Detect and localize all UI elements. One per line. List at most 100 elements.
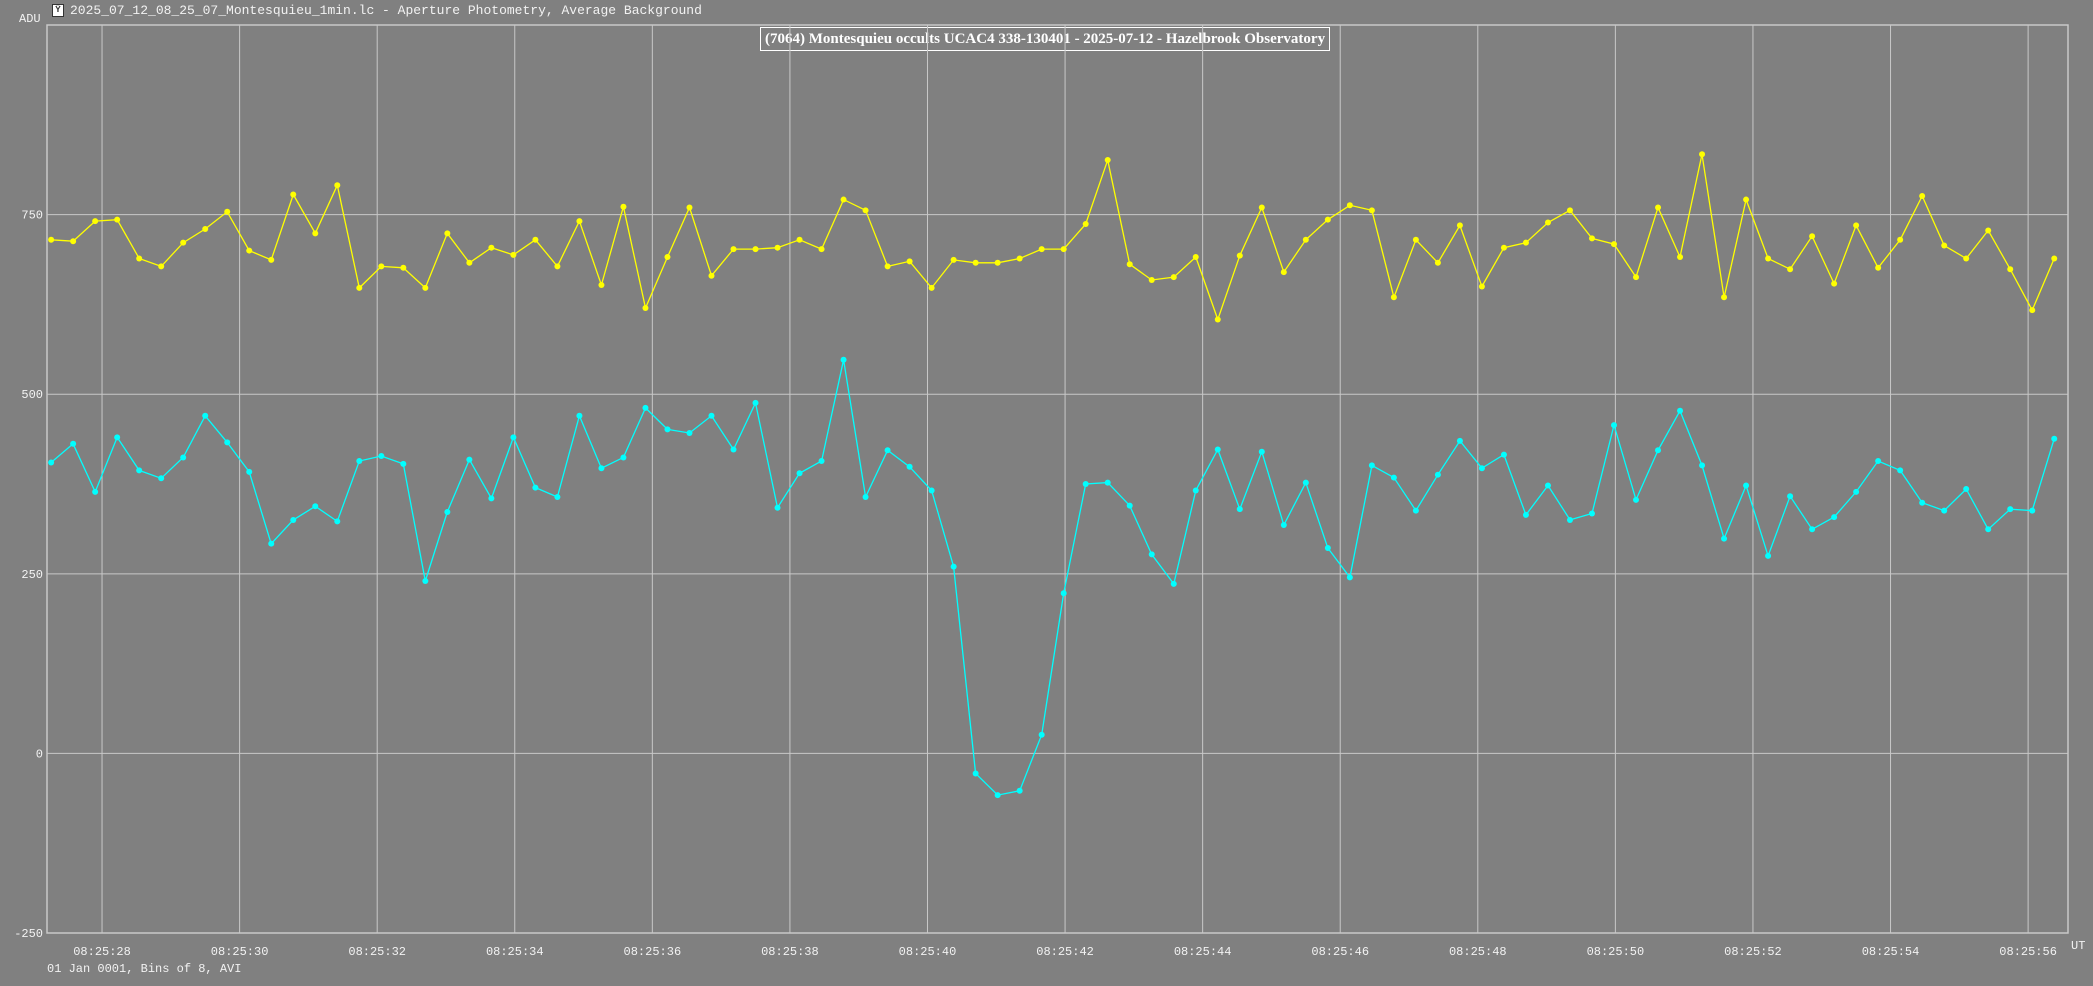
target-data-point bbox=[1478, 465, 1485, 472]
comparison-data-point bbox=[1170, 274, 1177, 281]
comparison-data-point bbox=[1478, 283, 1485, 290]
target-data-point bbox=[928, 487, 935, 494]
comparison-data-point bbox=[642, 305, 649, 312]
target-data-point bbox=[1765, 552, 1772, 559]
target-data-point bbox=[1324, 544, 1331, 551]
comparison-data-point bbox=[1082, 220, 1089, 227]
comparison-data-point bbox=[48, 236, 55, 243]
comparison-series-line bbox=[51, 154, 2055, 322]
x-tick-label: 08:25:54 bbox=[1862, 945, 1920, 959]
comparison-data-point bbox=[2029, 307, 2036, 314]
comparison-data-point bbox=[906, 258, 913, 265]
target-data-point bbox=[1787, 493, 1794, 500]
target-data-point bbox=[1677, 407, 1684, 414]
comparison-data-point bbox=[1522, 239, 1529, 246]
target-data-point bbox=[1588, 510, 1595, 517]
target-data-point bbox=[664, 426, 671, 433]
target-data-point bbox=[1610, 422, 1617, 429]
comparison-data-point bbox=[158, 263, 165, 270]
target-data-point bbox=[1192, 487, 1199, 494]
target-data-point bbox=[532, 484, 539, 491]
y-tick-label: 0 bbox=[36, 747, 43, 761]
target-data-point bbox=[1258, 448, 1265, 455]
target-data-point bbox=[950, 563, 957, 570]
target-data-point bbox=[1500, 451, 1507, 458]
comparison-data-point bbox=[1743, 196, 1750, 203]
comparison-data-point bbox=[1302, 236, 1309, 243]
comparison-data-point bbox=[1038, 246, 1045, 253]
comparison-data-point bbox=[994, 259, 1001, 266]
comparison-data-point bbox=[1633, 274, 1640, 281]
target-data-point bbox=[1566, 516, 1573, 523]
target-data-point bbox=[774, 504, 781, 511]
comparison-data-point bbox=[1655, 204, 1662, 211]
x-axis-label: UT bbox=[2071, 939, 2086, 953]
target-data-point bbox=[708, 412, 715, 419]
comparison-data-point bbox=[1126, 261, 1133, 268]
target-data-point bbox=[1302, 479, 1309, 486]
comparison-data-point bbox=[1941, 242, 1948, 249]
x-tick-label: 08:25:44 bbox=[1174, 945, 1232, 959]
target-data-point bbox=[730, 446, 737, 453]
comparison-data-point bbox=[1765, 255, 1772, 262]
y-axis-label: ADU bbox=[19, 12, 41, 26]
comparison-data-point bbox=[1787, 266, 1794, 273]
target-data-point bbox=[1346, 574, 1353, 581]
comparison-data-point bbox=[950, 256, 957, 263]
target-data-point bbox=[1368, 462, 1375, 469]
x-tick-label: 08:25:46 bbox=[1311, 945, 1369, 959]
comparison-data-point bbox=[928, 284, 935, 291]
target-data-point bbox=[92, 488, 99, 495]
x-tick-label: 08:25:42 bbox=[1036, 945, 1094, 959]
comparison-data-point bbox=[466, 259, 473, 266]
plot-frame bbox=[46, 24, 2069, 934]
comparison-data-point bbox=[1346, 202, 1353, 209]
target-data-point bbox=[1038, 731, 1045, 738]
comparison-data-point bbox=[1016, 255, 1023, 262]
comparison-data-point bbox=[510, 251, 517, 258]
target-data-point bbox=[290, 516, 297, 523]
target-data-point bbox=[1897, 467, 1904, 474]
comparison-data-point bbox=[92, 218, 99, 225]
comparison-data-point bbox=[1236, 252, 1243, 259]
x-tick-label: 08:25:56 bbox=[1999, 945, 2057, 959]
y-tick-label: 250 bbox=[21, 568, 43, 582]
comparison-data-point bbox=[1809, 233, 1816, 240]
target-data-point bbox=[224, 439, 231, 446]
comparison-data-point bbox=[730, 246, 737, 253]
target-data-point bbox=[840, 356, 847, 363]
target-data-point bbox=[1941, 507, 1948, 514]
target-data-point bbox=[994, 792, 1001, 799]
target-data-point bbox=[1148, 551, 1155, 558]
target-data-point bbox=[1743, 482, 1750, 489]
target-data-point bbox=[1434, 471, 1441, 478]
comparison-data-point bbox=[1456, 222, 1463, 229]
comparison-data-point bbox=[1677, 254, 1684, 261]
x-tick-label: 08:25:48 bbox=[1449, 945, 1507, 959]
comparison-data-point bbox=[488, 244, 495, 251]
comparison-data-point bbox=[532, 236, 539, 243]
x-tick-label: 08:25:30 bbox=[211, 945, 269, 959]
comparison-data-point bbox=[1721, 294, 1728, 301]
target-data-point bbox=[1985, 526, 1992, 533]
target-data-point bbox=[1522, 511, 1529, 518]
comparison-data-point bbox=[1544, 219, 1551, 226]
target-data-point bbox=[818, 458, 825, 465]
comparison-data-point bbox=[1214, 316, 1221, 323]
x-tick-label: 08:25:34 bbox=[486, 945, 544, 959]
comparison-data-point bbox=[796, 236, 803, 243]
target-data-point bbox=[1060, 590, 1067, 597]
y-tick-label: 500 bbox=[21, 388, 43, 402]
comparison-data-point bbox=[114, 216, 121, 223]
window-title-bar: ᠎Ϋ 2025_07_12_08_25_07_Montesquieu_1min.… bbox=[52, 3, 702, 18]
target-data-point bbox=[1412, 507, 1419, 514]
target-data-point bbox=[862, 493, 869, 500]
target-data-point bbox=[1280, 521, 1287, 528]
target-data-point bbox=[400, 460, 407, 467]
target-data-point bbox=[378, 453, 385, 460]
x-tick-label: 08:25:32 bbox=[348, 945, 406, 959]
target-data-point bbox=[796, 470, 803, 477]
comparison-data-point bbox=[1831, 280, 1838, 287]
comparison-data-point bbox=[290, 191, 297, 198]
